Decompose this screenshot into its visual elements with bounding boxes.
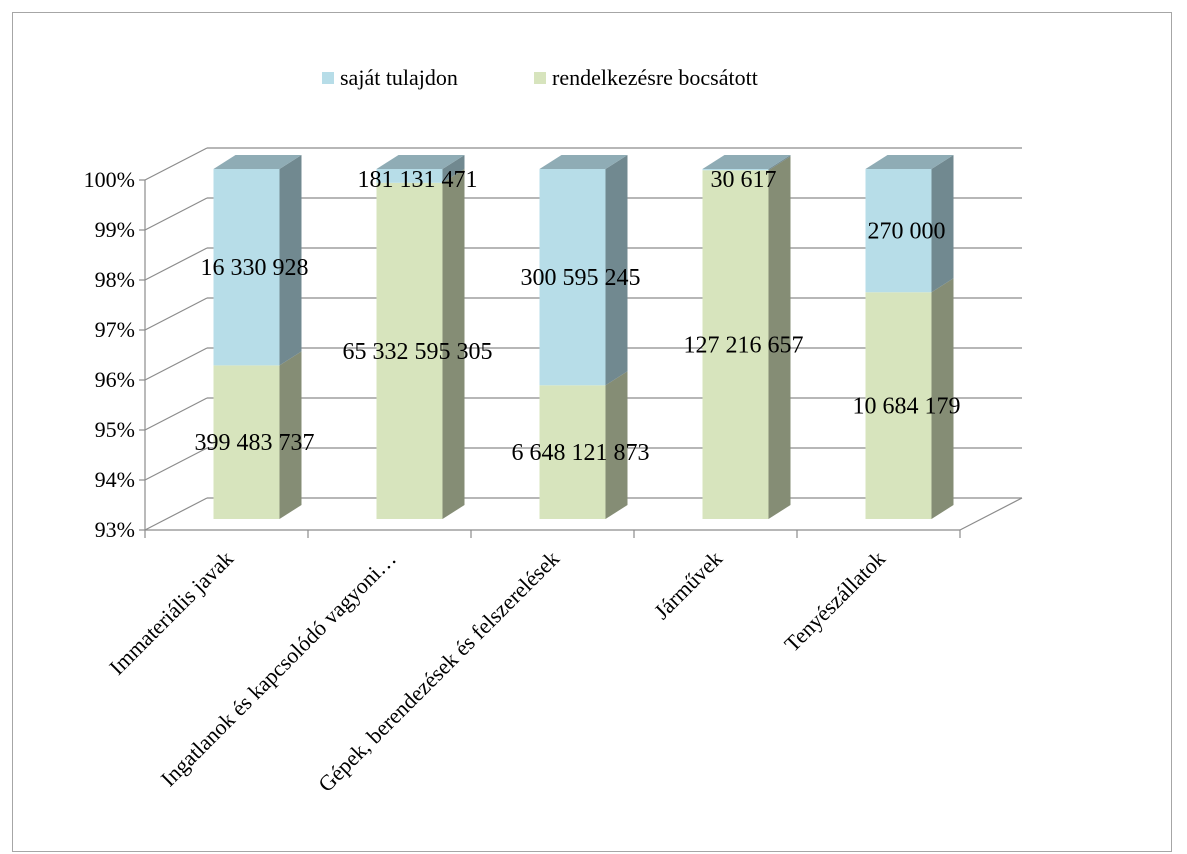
bar-segment-sajat-front	[865, 169, 932, 293]
data-label-rendelkezesre: 10 684 179	[853, 394, 961, 420]
bar-segment-rendelkezesre-front	[213, 365, 280, 519]
bar-segment-sajat-front	[376, 169, 443, 183]
bar-segment-sajat-front	[213, 169, 280, 366]
bar-top-face	[539, 155, 628, 169]
bar-segment-sajat-side	[442, 155, 465, 183]
data-label-rendelkezesre: 127 216 657	[684, 333, 804, 359]
bar-top-face	[376, 155, 465, 169]
data-label-rendelkezesre: 6 648 121 873	[512, 440, 650, 466]
y-tick-label: 95%	[95, 417, 135, 442]
legend-label: rendelkezésre bocsátott	[552, 65, 758, 90]
data-label-sajat: 300 595 245	[521, 265, 641, 291]
y-axis-tick-labels: 93% 94% 95% 96% 97% 98% 99% 100%	[84, 167, 135, 542]
side-wall-gridline	[144, 147, 208, 181]
legend: saját tulajdon rendelkezésre bocsátott	[322, 65, 758, 90]
y-tick-label: 100%	[84, 167, 135, 192]
chart-bars	[213, 155, 954, 520]
y-tick-label: 99%	[95, 217, 135, 242]
x-category-label: Járművek	[649, 546, 727, 624]
bar-segment-rendelkezesre-front	[539, 385, 606, 519]
bar-segment-rendelkezesre-front	[865, 292, 932, 519]
side-wall-gridline	[144, 197, 208, 231]
data-label-sajat: 30 617	[711, 167, 777, 193]
bar-segment-rendelkezesre-side	[279, 351, 302, 519]
bar-top-face	[213, 155, 302, 169]
side-wall-gridline	[144, 247, 208, 281]
bar-segment-rendelkezesre-side	[605, 371, 628, 519]
bar-segment-sajat-side	[605, 155, 628, 386]
x-category-label: Tenyészállatok	[779, 546, 890, 657]
bar-segment-rendelkezesre-side	[931, 278, 954, 519]
bar-segment-rendelkezesre-side	[768, 156, 791, 519]
bar-segment-sajat-side	[279, 155, 302, 366]
bar-segment-sajat-front	[702, 169, 769, 171]
data-labels: 399 483 737 16 330 928 65 332 595 305 181 1…	[195, 167, 961, 466]
y-tick-label: 98%	[95, 267, 135, 292]
side-wall-gridline	[144, 397, 208, 431]
bar-segment-rendelkezesre-front	[376, 182, 443, 520]
side-wall-gridline	[144, 297, 208, 331]
legend-swatch	[322, 72, 334, 84]
data-label-rendelkezesre: 399 483 737	[195, 430, 315, 456]
bar-segment-sajat-side	[768, 155, 791, 171]
data-label-sajat: 16 330 928	[201, 255, 309, 281]
data-label-sajat: 270 000	[868, 219, 946, 245]
data-label-rendelkezesre: 65 332 595 305	[343, 339, 493, 365]
side-wall-gridline	[144, 447, 208, 481]
x-category-label: Immateriális javak	[104, 546, 238, 680]
bar-segment-sajat-front	[539, 169, 606, 386]
legend-label: saját tulajdon	[340, 65, 458, 90]
y-tick-label: 96%	[95, 367, 135, 392]
side-wall-gridline	[144, 497, 208, 531]
bar-top-face	[702, 155, 791, 169]
y-tick-label: 93%	[95, 517, 135, 542]
bar-segment-rendelkezesre-side	[442, 168, 465, 520]
bar-segment-sajat-side	[931, 155, 954, 293]
floor-right-edge	[959, 497, 1023, 531]
bar-segment-rendelkezesre-front	[702, 170, 769, 519]
bar-top-face	[865, 155, 954, 169]
y-tick-label: 94%	[95, 467, 135, 492]
side-wall-gridline	[144, 347, 208, 381]
y-tick-label: 97%	[95, 317, 135, 342]
data-label-sajat: 181 131 471	[358, 167, 478, 193]
legend-swatch	[534, 72, 546, 84]
